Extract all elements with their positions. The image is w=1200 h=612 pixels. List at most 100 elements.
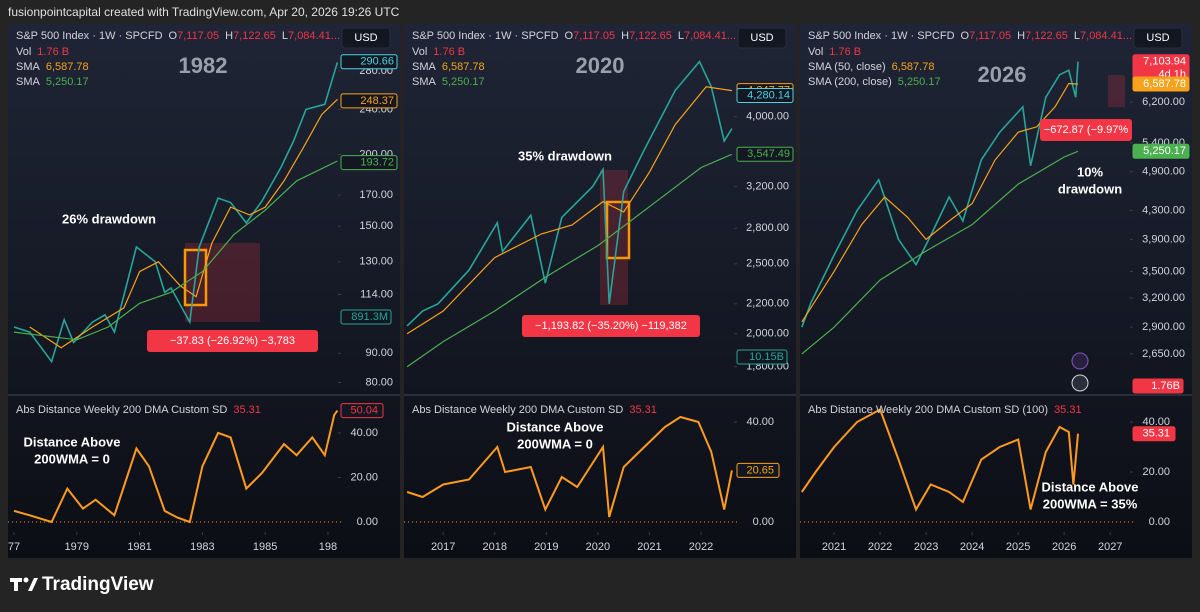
- indicator-annotation: Distance Above: [1041, 479, 1138, 494]
- indicator-badge-label: 20.65: [746, 464, 774, 476]
- price-badge: [340, 93, 398, 109]
- measure-label: −672.87 (−9.97%: [1044, 124, 1129, 136]
- indicator-annotation: Distance Above: [23, 434, 120, 449]
- highlight-box: [183, 248, 208, 307]
- y-tick-label: 3,200.00: [1142, 292, 1185, 304]
- series-line: [13, 160, 338, 341]
- legend-item: 6,587.78: [46, 61, 89, 73]
- legend-item: O: [169, 30, 178, 42]
- legend-item: SMA: [412, 61, 437, 73]
- drawdown-box: [185, 243, 260, 322]
- chart-panel: 80.0090.00114.00130.00150.00170.00200.00…: [8, 24, 400, 558]
- y-tick-label: 2,800.00: [746, 222, 789, 234]
- legend-item: 7,122.65: [629, 30, 672, 42]
- y-tick-label: 150.00: [359, 220, 393, 232]
- indicator-badge-label: 50.04: [350, 405, 378, 417]
- measure-label: −37.83 (−26.92%) −3,783: [170, 335, 295, 347]
- indicator-name: Abs Distance Weekly 200 DMA Custom SD (1…: [808, 404, 1048, 416]
- y-tick-label: 0.00: [1149, 516, 1170, 528]
- y-tick-label: 114.00: [360, 288, 393, 300]
- y-tick-label: 40.00: [1142, 416, 1170, 428]
- y-tick-label: 0.00: [753, 516, 774, 528]
- panel-background: [800, 24, 1192, 558]
- x-tick-label: 1983: [190, 541, 214, 553]
- legend-item: 5,250.17: [442, 76, 485, 88]
- legend-item: 5,250.17: [46, 76, 89, 88]
- currency-label[interactable]: USD: [354, 32, 377, 44]
- price-badge: [736, 87, 794, 103]
- y-tick-label: 4,000.00: [746, 111, 789, 123]
- footer-logo-icon: [10, 577, 38, 591]
- price-badge: [340, 54, 398, 70]
- x-tick-label: 2025: [1006, 541, 1030, 553]
- volume-badge: [1132, 378, 1184, 394]
- series-line: [406, 60, 733, 327]
- price-badge: [736, 146, 794, 162]
- price-badge-label: 7,103.94: [1143, 56, 1186, 68]
- indicator-title: Abs Distance Weekly 200 DMA Custom SD 35.…: [16, 404, 261, 416]
- y-tick-label: 6,200.00: [1142, 96, 1185, 108]
- legend-item: S&P 500 Index · 1W · SPCFD: [808, 30, 955, 42]
- currency-label[interactable]: USD: [1146, 32, 1169, 44]
- legend-item: 7,117.05: [177, 30, 219, 42]
- indicator-annotation: 200WMA = 35%: [1043, 496, 1138, 511]
- indicator-badge: [340, 403, 384, 419]
- volume-badge: [340, 309, 392, 325]
- price-badge: [1132, 143, 1190, 159]
- series-line: [801, 150, 1079, 355]
- measure-label-bg: [147, 330, 318, 352]
- legend-item: SMA: [16, 61, 41, 73]
- legend-line: S&P 500 Index · 1W · SPCFD O7,117.05 H7,12…: [16, 30, 340, 42]
- flag-icon[interactable]: [1071, 374, 1089, 392]
- annotation: 26% drawdown: [62, 211, 156, 226]
- series-line: [13, 410, 338, 524]
- y-tick-label: 3,900.00: [1142, 233, 1185, 245]
- price-badge-label: 4,280.14: [747, 89, 790, 101]
- legend-item: 7,084.41...: [1080, 30, 1132, 42]
- x-tick-label: 2023: [914, 541, 938, 553]
- legend-line: SMA 6,587.78: [16, 61, 89, 73]
- legend-item: 5,250.17: [898, 76, 941, 88]
- currency-button[interactable]: [341, 27, 391, 49]
- legend-item: H: [621, 30, 629, 42]
- legend-item: O: [565, 30, 574, 42]
- legend-item: 6,587.78: [442, 61, 485, 73]
- legend-item: S&P 500 Index · 1W · SPCFD: [16, 30, 163, 42]
- currency-button[interactable]: [1133, 27, 1183, 49]
- y-tick-label: 40.00: [746, 416, 774, 428]
- volume-badge-label: 1.76B: [1151, 380, 1180, 392]
- x-tick-label: 2024: [960, 541, 984, 553]
- y-tick-label: 3,500.00: [1142, 265, 1185, 277]
- x-tick-label: 1985: [253, 541, 277, 553]
- annotation: drawdown: [1058, 181, 1122, 196]
- highlight-box: [605, 200, 631, 260]
- volume-badge: [736, 349, 788, 365]
- y-tick-label: 2,900.00: [1142, 321, 1185, 333]
- x-tick-label: 1979: [65, 541, 89, 553]
- indicator-value: 35.31: [1054, 404, 1082, 416]
- indicator-annotation: Distance Above: [506, 419, 603, 434]
- y-tick-label: 3,200.00: [746, 180, 789, 192]
- currency-button[interactable]: [737, 27, 787, 49]
- y-tick-label: 20.00: [350, 471, 378, 483]
- y-tick-label: 2,200.00: [746, 298, 789, 310]
- chart-panel: 2,650.00 2,900.00 3,200.00 3,500.00 3,900.00…: [800, 24, 1192, 558]
- indicator-badge-label: 35.31: [1142, 428, 1170, 440]
- legend-line: SMA 6,587.78: [412, 61, 485, 73]
- indicator-annotation: 200WMA = 0: [517, 436, 593, 451]
- indicator-name: Abs Distance Weekly 200 DMA Custom SD: [412, 404, 623, 416]
- indicator-value: 35.31: [629, 404, 657, 416]
- legend-item: Vol: [16, 46, 31, 58]
- series-line: [13, 62, 338, 364]
- currency-label[interactable]: USD: [750, 32, 773, 44]
- legend-item: 7,117.05: [969, 30, 1011, 42]
- price-badge-label: 193.72: [360, 157, 394, 169]
- series-line: [406, 415, 733, 518]
- alert-icon[interactable]: [1071, 352, 1089, 370]
- x-tick-label: 198: [319, 541, 337, 553]
- price-badge-label: 6,587.78: [1143, 78, 1186, 90]
- x-tick-label: 2022: [689, 541, 713, 553]
- measure-label-bg: [1040, 119, 1132, 141]
- x-tick-label: 2021: [822, 541, 846, 553]
